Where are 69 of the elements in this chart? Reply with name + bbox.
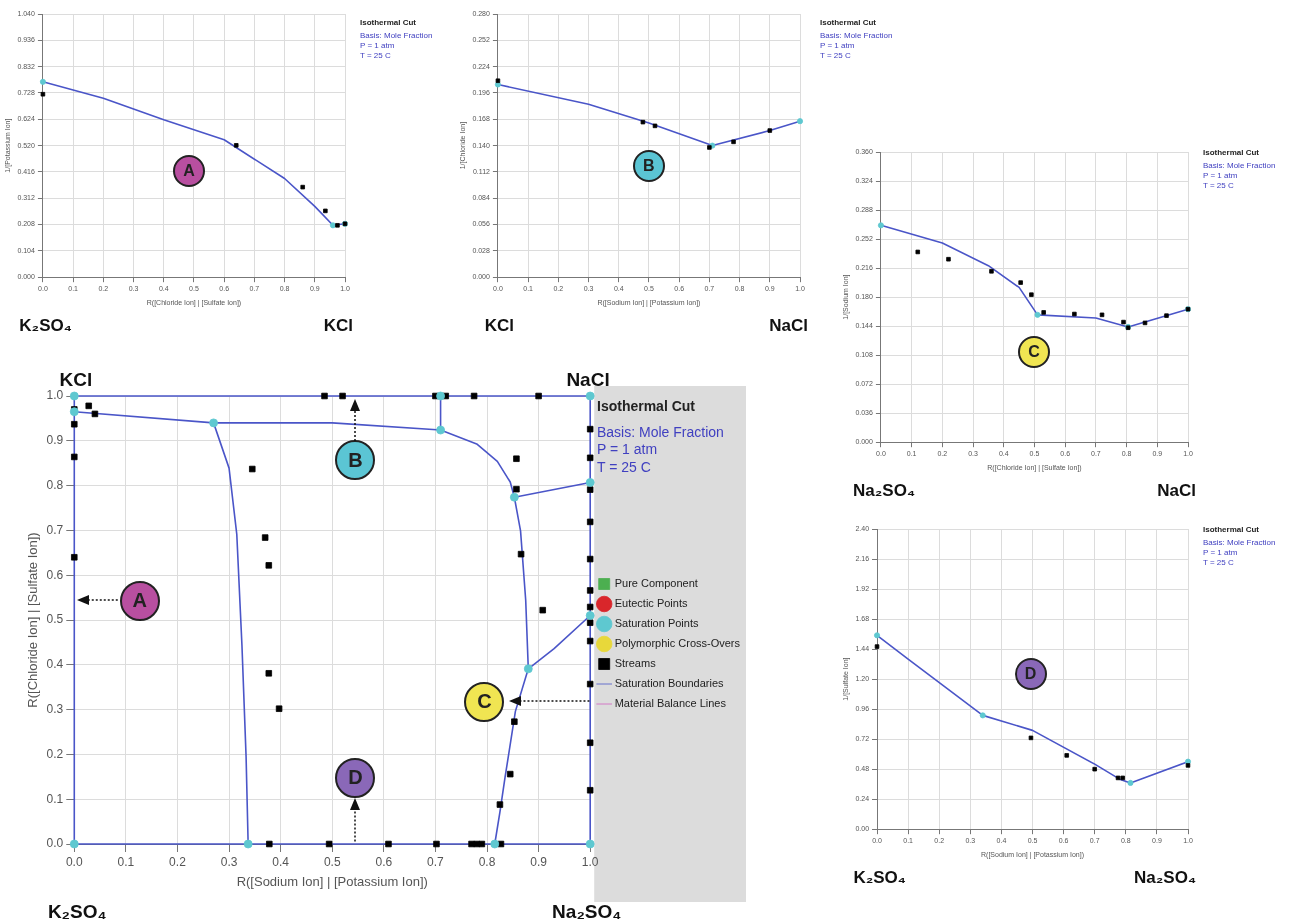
letter-badge: C <box>464 681 505 722</box>
y-tick-label: 0.6 <box>46 567 64 582</box>
text: P = 1 atm <box>1203 171 1239 181</box>
legend-label: Saturation Boundaries <box>614 677 725 690</box>
y-tick-label: 0.4 <box>46 657 64 672</box>
text: K₂SO₄ <box>19 316 72 335</box>
text: T = 25 C <box>597 458 652 476</box>
text: KCl <box>323 316 353 335</box>
legend-label: Pure Component <box>614 577 698 590</box>
text: Isothermal Cut <box>360 18 417 28</box>
text: Isothermal Cut <box>820 18 877 28</box>
x-tick-label: 0.9 <box>530 854 548 869</box>
text: K₂SO₄ <box>47 901 107 922</box>
letter-badge: A <box>119 580 160 621</box>
text: Na₂SO₄ <box>1134 868 1196 887</box>
letter-badge: C <box>1018 335 1051 368</box>
text: T = 25 C <box>1203 558 1235 568</box>
text: Isothermal Cut <box>597 398 696 416</box>
legend-label: Saturation Points <box>614 617 699 630</box>
letter-badge: D <box>335 757 376 798</box>
x-tick-label: 0.0 <box>65 854 83 869</box>
y-tick-label: 0.1 <box>46 791 64 806</box>
letter-badge: B <box>335 440 376 481</box>
y-tick-label: 0.7 <box>46 522 64 537</box>
text: T = 25 C <box>820 51 852 61</box>
text: T = 25 C <box>1203 181 1235 191</box>
text: P = 1 atm <box>820 41 856 51</box>
x-tick-label: 1.0 <box>581 854 599 869</box>
y-tick-label: 0.3 <box>46 701 64 716</box>
legend-label: Material Balance Lines <box>614 697 727 710</box>
text: Basis: Mole Fraction <box>360 31 433 41</box>
legend-label: Streams <box>614 657 657 670</box>
text: T = 25 C <box>360 51 392 61</box>
letter-badge: B <box>632 150 665 183</box>
y-tick-label: 0.8 <box>46 477 64 492</box>
text: Basis: Mole Fraction <box>1203 538 1276 548</box>
y-tick-label: 1.0 <box>46 388 64 403</box>
text: Na₂SO₄ <box>853 481 915 500</box>
x-tick-label: 0.6 <box>375 854 393 869</box>
text: Basis: Mole Fraction <box>597 423 724 441</box>
y-tick-label: 0.2 <box>46 746 64 761</box>
text: K₂SO₄ <box>853 868 906 887</box>
text: Isothermal Cut <box>1203 525 1260 535</box>
text: P = 1 atm <box>1203 548 1239 558</box>
text: NaCl <box>769 316 808 335</box>
letter-badge: A <box>173 155 206 188</box>
text: P = 1 atm <box>360 41 396 51</box>
text: Basis: Mole Fraction <box>1203 161 1276 171</box>
legend-label: Eutectic Points <box>614 597 688 610</box>
text: NaCl <box>566 369 610 390</box>
y-tick-label: 0.5 <box>46 612 64 627</box>
text: KCl <box>484 316 515 335</box>
text: KCl <box>59 369 93 390</box>
y-tick-label: 0.9 <box>46 433 64 448</box>
text: NaCl <box>1157 481 1196 500</box>
x-tick-label: 0.4 <box>272 854 290 869</box>
x-tick-label: 0.7 <box>427 854 445 869</box>
x-tick-label: 0.1 <box>117 854 135 869</box>
x-tick-label: 0.3 <box>220 854 238 869</box>
legend-label: Polymorphic Cross-Overs <box>614 637 741 650</box>
x-tick-label: 0.5 <box>323 854 341 869</box>
y-axis-title: R([Chloride Ion] | [Sulfate Ion]) <box>25 532 41 708</box>
text: Na₂SO₄ <box>552 901 622 922</box>
letter-badge: D <box>1014 658 1047 691</box>
text: Basis: Mole Fraction <box>820 31 893 41</box>
text: P = 1 atm <box>597 441 659 459</box>
text: Isothermal Cut <box>1203 148 1260 158</box>
x-tick-label: 0.2 <box>169 854 187 869</box>
x-axis-title: R([Sodium Ion] | [Potassium Ion]) <box>236 873 428 889</box>
